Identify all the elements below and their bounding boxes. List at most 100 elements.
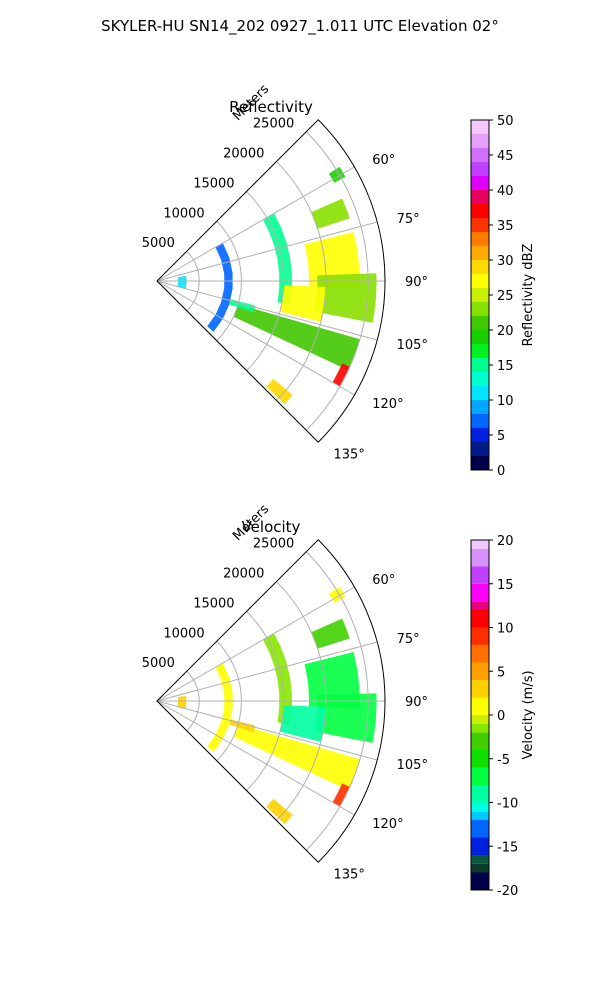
colorbar-segment	[471, 260, 489, 274]
colorbar: -20 -15 -10 -5 0 5 10 15 20 Velocity (m/s)	[470, 534, 536, 899]
azimuth-tick-label: 60°	[372, 153, 395, 168]
panel-title: Reflectivity	[229, 98, 313, 116]
velocity-echo-5	[304, 652, 360, 709]
azimuth-tick-label: 120°	[372, 397, 403, 412]
colorbar-segment	[471, 820, 489, 838]
azimuth-spoke-3	[156, 280, 378, 341]
colorbar-segment	[471, 785, 489, 803]
colorbar-tick-label: 25	[497, 289, 514, 304]
range-tick-label: 10000	[163, 206, 204, 221]
colorbar-segment	[471, 540, 489, 549]
azimuth-tick-label: 120°	[372, 817, 403, 832]
colorbar-segment	[471, 811, 489, 820]
colorbar-tick-label: -20	[497, 884, 518, 899]
colorbar-segment	[471, 627, 489, 645]
colorbar-segment	[471, 190, 489, 204]
velocity-echo-4	[177, 695, 187, 709]
range-tick-label: 25000	[253, 117, 294, 132]
colorbar-segment	[471, 400, 489, 414]
velocity-echo-6	[314, 693, 377, 743]
colorbar-segment	[471, 601, 489, 610]
colorbar-tick-label: 50	[497, 114, 514, 129]
colorbar-tick-label: 0	[497, 709, 505, 724]
colorbar-tick-label: 15	[497, 359, 514, 374]
colorbar-segment	[471, 162, 489, 176]
velocity-panel: Velocity500010000150002000025000Meters60…	[142, 502, 536, 899]
colorbar-segment	[471, 176, 489, 190]
reflectivity-echo-9	[332, 363, 350, 387]
colorbar-segment	[471, 767, 489, 785]
azimuth-tick-label: 75°	[397, 632, 420, 647]
colorbar-segment	[471, 855, 489, 864]
azimuth-spoke-4	[156, 700, 355, 816]
colorbar-tick-label: 40	[497, 184, 514, 199]
velocity-echo-3	[207, 663, 233, 752]
colorbar-segment	[471, 723, 489, 733]
colorbar-segment	[471, 732, 489, 750]
colorbar-segment	[471, 442, 489, 456]
velocity-echo-7	[279, 705, 326, 742]
colorbar-segment	[471, 120, 489, 134]
colorbar-tick-label: -15	[497, 840, 518, 855]
colorbar-tick-label: -10	[497, 797, 518, 812]
azimuth-tick-label: 105°	[397, 338, 428, 353]
colorbar-segment	[471, 750, 489, 768]
colorbar-segment	[471, 246, 489, 260]
velocity-echo-8	[233, 724, 360, 791]
figure-title: SKYLER-HU SN14_202 0927_1.011 UTC Elevat…	[101, 17, 499, 36]
colorbar-segment	[471, 414, 489, 428]
sector-frame	[156, 119, 386, 443]
azimuth-tick-label: 75°	[397, 212, 420, 227]
velocity-echo-9	[332, 783, 350, 807]
reflectivity-panel: Reflectivity500010000150002000025000Mete…	[142, 82, 536, 479]
colorbar-tick-label: 5	[497, 429, 505, 444]
velocity-echo-1	[311, 618, 350, 649]
azimuth-tick-label: 135°	[334, 868, 365, 883]
range-tick-label: 5000	[142, 236, 175, 251]
colorbar-segment	[471, 548, 489, 567]
data-field	[177, 166, 377, 405]
colorbar-segment	[471, 330, 489, 344]
colorbar-segment	[471, 863, 489, 873]
colorbar-segment	[471, 583, 489, 602]
colorbar-segment	[471, 566, 489, 584]
colorbar-tick-label: 20	[497, 324, 514, 339]
azimuth-spoke-1	[156, 221, 378, 282]
azimuth-spoke-3	[156, 700, 378, 761]
colorbar-tick-label: 20	[497, 534, 514, 549]
colorbar-tick-label: 30	[497, 254, 514, 269]
azimuth-spoke-0	[156, 586, 355, 702]
range-tick-label: 5000	[142, 656, 175, 671]
range-tick-label: 15000	[193, 596, 234, 611]
colorbar-segment	[471, 697, 489, 715]
colorbar-segment	[471, 645, 489, 663]
range-tick-label: 20000	[223, 147, 264, 162]
colorbar-tick-label: 0	[497, 464, 505, 479]
colorbar-tick-label: 35	[497, 219, 514, 234]
sector-frame	[156, 539, 386, 863]
reflectivity-echo-7	[279, 285, 326, 322]
velocity-echo-2	[263, 633, 292, 725]
azimuth-tick-label: 105°	[397, 758, 428, 773]
colorbar-segment	[471, 428, 489, 442]
colorbar-segment	[471, 358, 489, 372]
colorbar-segment	[471, 288, 489, 302]
colorbar-segment	[471, 802, 489, 812]
colorbar-segment	[471, 232, 489, 246]
colorbar: 0 5 10 15 20 25 30 35 40 45 50 Reflectivity dBZ	[470, 114, 536, 479]
reflectivity-echo-3	[207, 243, 233, 332]
azimuth-spoke-4	[156, 280, 355, 396]
reflectivity-echo-2	[263, 213, 292, 305]
range-tick-label: 15000	[193, 176, 234, 191]
azimuth-spoke-1	[156, 641, 378, 702]
colorbar-segment	[471, 680, 489, 698]
reflectivity-echo-6	[314, 273, 377, 323]
colorbar-tick-label: -5	[497, 753, 510, 768]
range-tick-label: 25000	[253, 537, 294, 552]
colorbar-tick-label: 10	[497, 622, 514, 637]
azimuth-tick-label: 60°	[372, 573, 395, 588]
data-field	[177, 586, 377, 825]
colorbar-segment	[471, 218, 489, 232]
colorbar-tick-label: 15	[497, 578, 514, 593]
